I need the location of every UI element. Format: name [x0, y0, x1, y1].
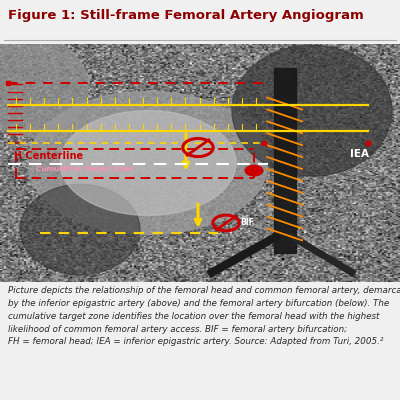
Text: Cumulative Target Zone: Cumulative Target Zone: [36, 166, 134, 172]
Circle shape: [28, 92, 268, 234]
Text: IEA: IEA: [350, 149, 369, 159]
Text: H Centerline: H Centerline: [14, 152, 83, 162]
Ellipse shape: [0, 37, 88, 137]
Circle shape: [60, 111, 236, 215]
Ellipse shape: [232, 45, 392, 176]
Text: Figure 1: Still-frame Femoral Artery Angiogram: Figure 1: Still-frame Femoral Artery Ang…: [8, 9, 364, 22]
Circle shape: [245, 165, 263, 176]
Text: Picture depicts the relationship of the femoral head and common femoral artery, : Picture depicts the relationship of the …: [8, 286, 400, 346]
Text: BIF: BIF: [240, 218, 254, 227]
Ellipse shape: [20, 184, 140, 275]
Bar: [274, 68, 296, 254]
